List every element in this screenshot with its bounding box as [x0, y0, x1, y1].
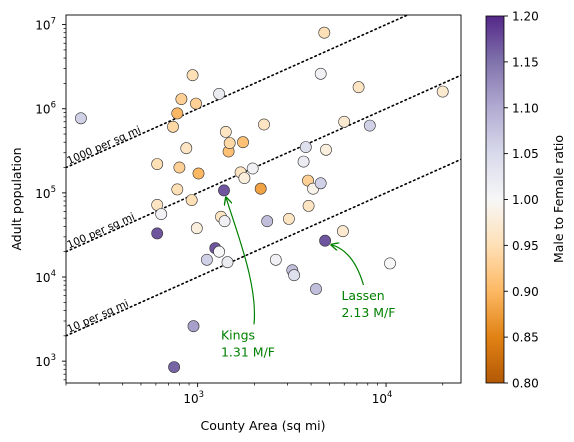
data-point: [185, 194, 198, 206]
data-point: [258, 118, 270, 131]
data-point: [282, 212, 295, 225]
colorbar-tick-label: 1.15: [512, 55, 539, 69]
data-point: [155, 208, 168, 220]
data-point: [297, 155, 310, 168]
data-point: [221, 256, 234, 269]
colorbar-tick-label: 1.10: [512, 101, 539, 115]
data-point: [213, 245, 225, 258]
data-point: [336, 225, 349, 238]
data-point: [192, 167, 205, 180]
data-point: [213, 88, 225, 100]
annotation-kings-name: Kings: [221, 327, 255, 342]
data-point: [200, 253, 213, 266]
colorbar: [485, 15, 505, 384]
y-axis: 103 104 105 106 107: [35, 17, 66, 381]
annotation-lassen-name: Lassen: [341, 288, 384, 303]
data-point: [238, 172, 251, 184]
y-tick-label: 105: [35, 185, 56, 201]
plot-frame: [65, 14, 462, 384]
colorbar-tick-label: 0.80: [512, 377, 539, 391]
y-tick-label: 107: [35, 17, 56, 33]
data-point: [223, 137, 236, 149]
data-point: [187, 320, 200, 333]
y-tick-label: 106: [35, 101, 56, 117]
data-point: [384, 257, 396, 270]
data-point: [320, 143, 332, 156]
density-lines: 10 per sq mi 100 per sq mi 1000 per sq mi: [65, 15, 461, 337]
data-point: [310, 283, 322, 295]
x-tick-label: 104: [372, 390, 393, 406]
data-point: [168, 361, 180, 373]
data-point: [219, 125, 232, 138]
data-point: [151, 158, 164, 170]
colorbar-tick-label: 1.05: [512, 147, 539, 161]
colorbar-tick-label: 0.90: [512, 285, 539, 299]
colorbar-tick-label: 0.95: [512, 239, 539, 253]
data-point: [186, 69, 199, 82]
density-label-1000: 1000 per sq mi: [65, 124, 142, 167]
data-point: [319, 234, 331, 247]
x-axis: 103 104: [65, 383, 444, 406]
data-point: [180, 142, 193, 155]
data-point: [318, 26, 331, 39]
colorbar-tick-label: 1.00: [512, 193, 539, 207]
y-tick-label: 103: [35, 353, 56, 369]
x-tick-label: 103: [183, 390, 204, 406]
data-point: [261, 215, 274, 228]
data-point: [167, 120, 179, 133]
data-point: [269, 253, 282, 266]
data-point: [436, 85, 449, 98]
data-point: [302, 199, 315, 212]
data-point: [175, 93, 188, 105]
annotation-kings-ratio: 1.31 M/F: [221, 344, 275, 359]
data-point: [190, 222, 203, 235]
y-axis-label: Adult population: [9, 147, 24, 250]
data-points: [75, 26, 449, 373]
density-line-10: [66, 158, 461, 337]
density-label-100: 100 per sq mi: [65, 211, 136, 252]
colorbar-tick-label: 0.85: [512, 331, 539, 345]
density-lines-clip: [66, 15, 461, 337]
data-point: [299, 141, 312, 153]
data-point: [246, 162, 259, 175]
data-point: [171, 183, 184, 196]
data-point: [171, 107, 184, 120]
data-point: [363, 119, 376, 132]
data-point: [254, 182, 267, 195]
x-axis-label: County Area (sq mi): [200, 418, 325, 433]
colorbar-label: Male to Female ratio: [551, 135, 566, 263]
data-point: [314, 67, 327, 80]
data-point: [237, 136, 249, 149]
annotation-lassen-ratio: 2.13 M/F: [341, 305, 395, 320]
data-point: [288, 269, 300, 282]
density-line-1000: [66, 15, 410, 169]
data-point: [218, 215, 231, 228]
data-point: [218, 184, 230, 197]
data-point: [151, 227, 164, 240]
colorbar-ticks: 0.80 0.85 0.90 0.95 1.00 1.05 1.10 1.15 1.20: [504, 10, 539, 391]
colorbar-tick-label: 1.20: [512, 10, 539, 24]
data-point: [190, 97, 202, 110]
density-line-100: [66, 74, 461, 253]
data-point: [75, 112, 87, 125]
annotations: Kings 1.31 M/F Lassen 2.13 M/F: [221, 197, 395, 359]
data-point: [338, 115, 351, 128]
data-point: [314, 177, 327, 190]
density-label-10: 10 per sq mi: [65, 298, 130, 336]
data-point: [352, 81, 365, 94]
data-point: [173, 161, 186, 174]
y-tick-label: 104: [35, 269, 56, 285]
annotation-arrow-lassen: [331, 245, 365, 286]
annotation-arrow-kings: [226, 197, 256, 325]
